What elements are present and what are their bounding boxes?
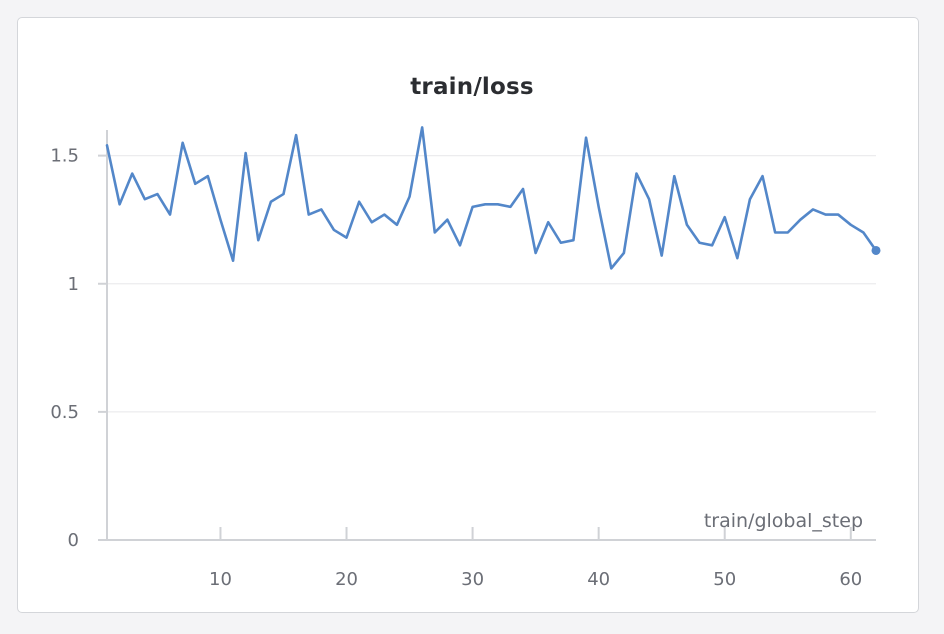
grid-lines [107, 155, 876, 413]
x-axis-title: train/global_step [704, 510, 863, 532]
y-tick-label: 1.5 [50, 146, 79, 167]
y-tick-label: 0.5 [50, 402, 79, 423]
series-layer [105, 126, 881, 270]
loss-series-line[interactable] [105, 126, 878, 270]
x-tick-label: 40 [587, 569, 610, 590]
y-tick-label: 1 [68, 274, 79, 295]
y-tick-label: 0 [68, 530, 79, 551]
tick-labels: 0 0.5 1 1.5 10 20 30 40 50 60 [50, 146, 862, 590]
axes [98, 130, 876, 541]
last-point-marker[interactable] [871, 245, 881, 255]
x-tick-label: 20 [335, 569, 358, 590]
x-tick-label: 30 [461, 569, 484, 590]
x-tick-label: 10 [209, 569, 232, 590]
x-tick-label: 50 [713, 569, 736, 590]
x-tick-label: 60 [839, 569, 862, 590]
chart-panel [17, 17, 919, 613]
chart-title: train/loss [410, 74, 534, 100]
